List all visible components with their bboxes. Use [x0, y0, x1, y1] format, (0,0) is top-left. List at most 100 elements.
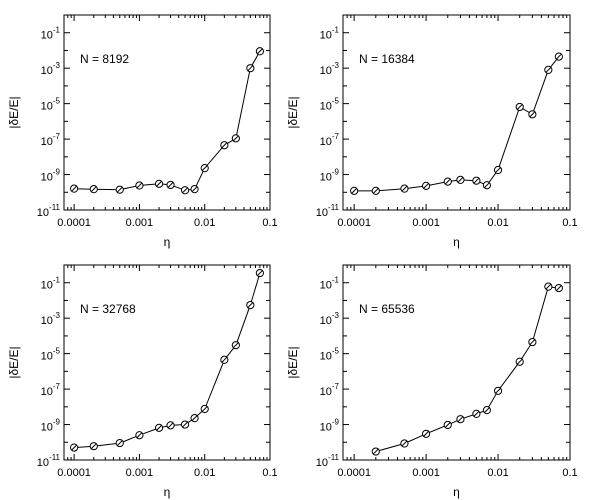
plot-frame [342, 14, 571, 211]
x-tick-label: 0.001 [126, 467, 154, 479]
data-point [472, 176, 481, 185]
x-tick-label: 0.001 [412, 467, 440, 479]
x-tick-label: 0.01 [194, 467, 215, 479]
data-point [528, 337, 537, 347]
data-point [472, 409, 481, 418]
panel-annotation: N = 16384 [359, 52, 415, 66]
data-point [89, 185, 98, 194]
y-tick-label: 10-11 [316, 453, 340, 469]
x-tick-label: 0.01 [487, 217, 508, 229]
series-line [354, 56, 560, 192]
y-tick-label: 10-1 [320, 26, 340, 42]
x-tick-label: 0.0001 [57, 217, 91, 229]
data-point [482, 406, 492, 415]
chart-panel-2: 0.0001 0.001 0.01 0.1 10-1 10-3 10-5 10-7 10-9 10… [286, 14, 578, 249]
y-tick-label: 10-11 [37, 453, 61, 469]
y-tick-label: 10-9 [41, 168, 61, 184]
y-axis-label: |δE/E| [7, 96, 21, 128]
x-tick-label: 0.0001 [57, 467, 91, 479]
panel-annotation: N = 32768 [80, 302, 136, 316]
data-point [154, 423, 164, 432]
y-tick-label: 10-1 [41, 26, 61, 42]
data-point [70, 443, 79, 452]
y-tick-label: 10-5 [320, 347, 340, 363]
chart-panel-1: 0.0001 0.001 0.01 0.1 10-1 10-3 10-5 10-7 10-9 10… [7, 14, 278, 249]
data-point [200, 404, 209, 414]
data-point [135, 181, 144, 190]
y-tick-label: 10-7 [41, 382, 61, 398]
y-tick-label: 10-3 [320, 61, 340, 77]
y-tick-label: 10-5 [320, 97, 340, 113]
data-point [400, 184, 409, 193]
y-tick-label: 10-3 [320, 311, 340, 327]
x-tick-label: 0.01 [194, 217, 215, 229]
plot-frame [342, 264, 571, 461]
y-tick-label: 10-9 [320, 418, 340, 434]
y-tick-label: 10-11 [37, 203, 61, 219]
x-tick-label: 0.1 [262, 467, 277, 479]
data-point [220, 141, 229, 150]
y-tick-label: 10-7 [41, 132, 61, 148]
data-point [515, 357, 524, 366]
x-tick-label: 0.001 [126, 217, 154, 229]
y-tick-label: 10-1 [41, 276, 61, 292]
data-point [255, 268, 264, 278]
x-tick-label: 0.0001 [337, 467, 371, 479]
x-tick-label: 0.01 [487, 467, 508, 479]
chart-panel-4: 0.0001 0.001 0.01 0.1 10-1 10-3 10-5 10-7 10-9 10… [286, 264, 578, 499]
data-point [166, 421, 175, 430]
data-point [231, 134, 240, 143]
data-point [544, 65, 553, 74]
data-point [528, 110, 537, 119]
y-tick-label: 10-3 [41, 61, 61, 77]
data-point [255, 47, 264, 56]
y-axis-label: |δE/E| [7, 346, 21, 378]
chart-panel-3: 0.0001 0.001 0.01 0.1 10-1 10-3 10-5 10-7 10-9 10… [7, 264, 278, 499]
data-point [115, 438, 124, 448]
data-point [89, 442, 98, 451]
data-point [515, 102, 524, 112]
data-point [421, 181, 431, 190]
data-point [456, 415, 465, 424]
data-point [400, 439, 409, 448]
data-point [246, 64, 255, 73]
panel-annotation: N = 65536 [359, 302, 415, 316]
y-tick-label: 10-5 [41, 347, 61, 363]
series-line [74, 272, 261, 449]
y-tick-label: 10-1 [320, 276, 340, 292]
x-axis-label: η [164, 235, 171, 249]
data-point [443, 177, 452, 186]
x-tick-label: 0.1 [562, 467, 577, 479]
data-point [371, 186, 380, 195]
data-point [135, 431, 144, 440]
y-tick-label: 10-7 [320, 132, 340, 148]
x-axis-label: η [453, 235, 460, 249]
y-tick-label: 10-11 [316, 203, 340, 219]
data-point [456, 175, 465, 184]
data-point [231, 341, 240, 350]
x-tick-label: 0.0001 [337, 217, 371, 229]
data-point [554, 283, 563, 293]
data-point [554, 52, 563, 61]
data-point [493, 165, 503, 175]
y-axis-label: |δE/E| [286, 96, 300, 128]
x-axis-label: η [453, 485, 460, 499]
data-point [493, 386, 503, 395]
data-point [246, 300, 255, 310]
panel-annotation: N = 8192 [80, 52, 129, 66]
data-point [115, 185, 124, 194]
data-point [166, 180, 175, 190]
data-point [200, 164, 209, 173]
data-point [350, 186, 359, 195]
data-point [220, 355, 229, 364]
y-axis-label: |δE/E| [286, 346, 300, 378]
data-point [180, 186, 190, 195]
plot-frame [63, 14, 271, 211]
y-tick-label: 10-5 [41, 97, 61, 113]
y-tick-label: 10-3 [41, 311, 61, 327]
x-tick-label: 0.001 [412, 217, 440, 229]
data-point [190, 414, 199, 423]
y-tick-label: 10-7 [320, 382, 340, 398]
data-point [190, 185, 199, 194]
